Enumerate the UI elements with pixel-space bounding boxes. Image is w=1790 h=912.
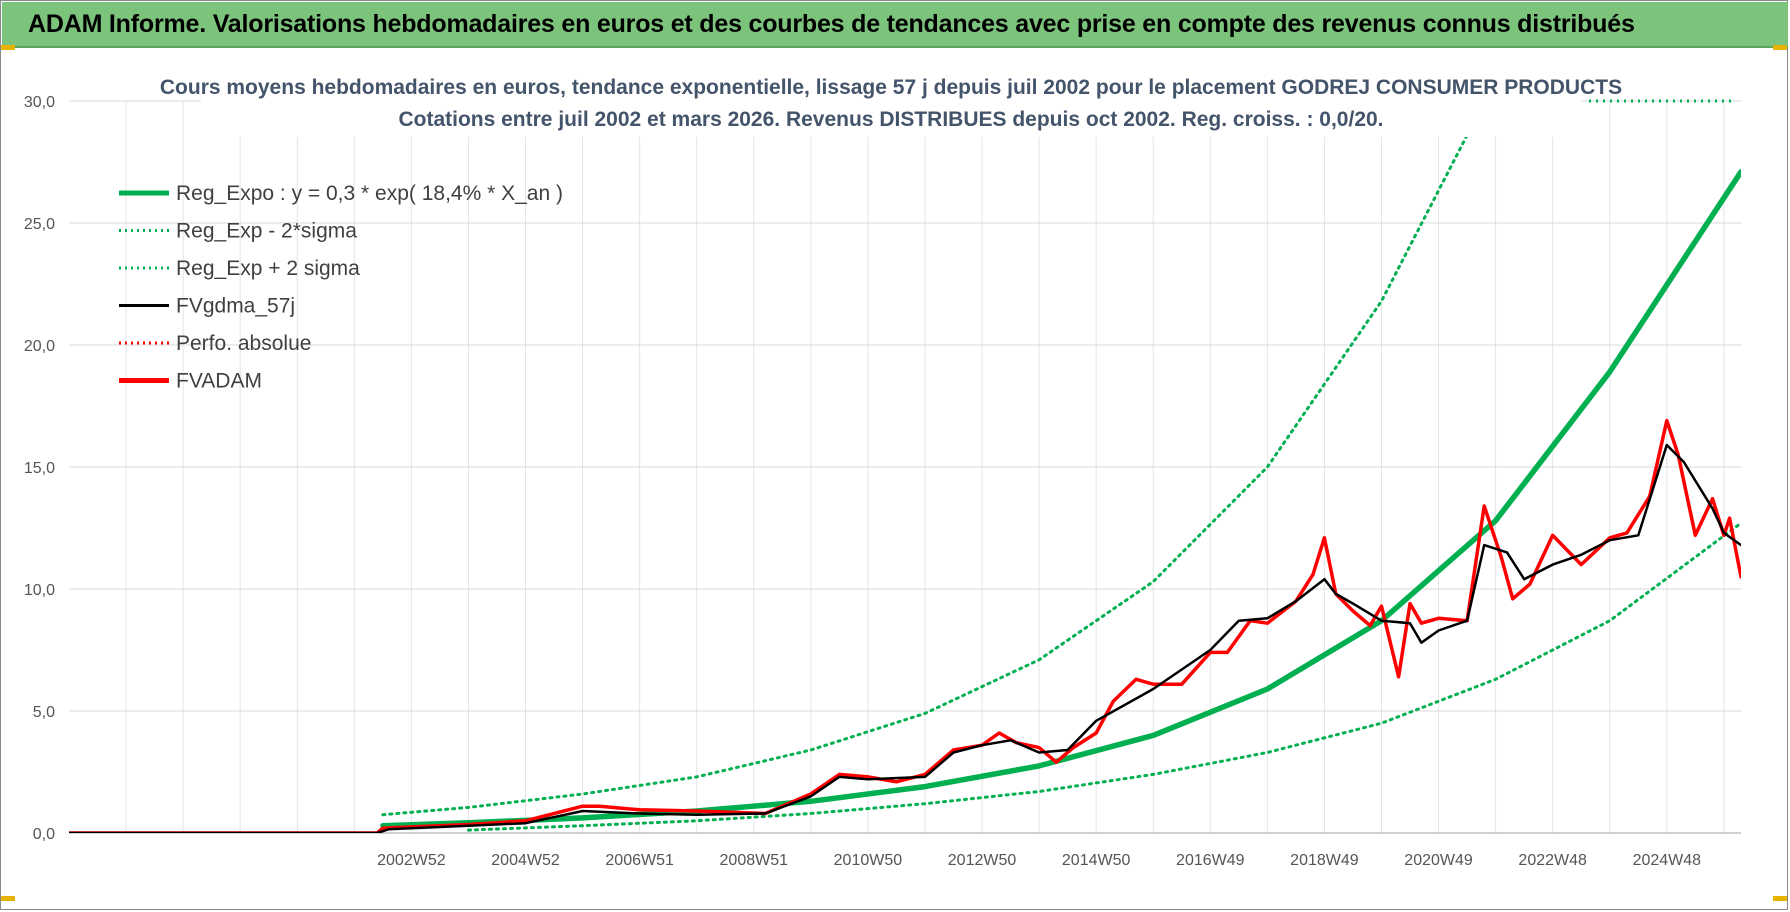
y-tick-label: 30,0 <box>24 94 55 111</box>
y-tick-label: 25,0 <box>24 216 55 233</box>
y-tick-label: 20,0 <box>24 338 55 355</box>
x-tick-label: 2016W49 <box>1176 852 1245 869</box>
x-tick-label: 2002W52 <box>377 852 446 869</box>
legend-label: Reg_Expo : y = 0,3 * exp( 18,4% * X_an ) <box>176 182 563 205</box>
y-tick-label: 15,0 <box>24 460 55 477</box>
y-tick-label: 0,0 <box>33 826 55 843</box>
corner-mark <box>1 896 15 901</box>
chart-title-line2: Cotations entre juil 2002 et mars 2026. … <box>398 108 1383 131</box>
x-tick-label: 2004W52 <box>491 852 560 869</box>
header-banner: ADAM Informe. Valorisations hebdomadaire… <box>2 2 1788 48</box>
chart-title: Cours moyens hebdomadaires en euros, ten… <box>160 67 1622 137</box>
chart-axes: 0,0 5,0 10,0 15,0 20,0 25,0 30,0 2002W52 2004W52… <box>24 94 1741 869</box>
chart-title-line1: Cours moyens hebdomadaires en euros, ten… <box>160 76 1622 99</box>
x-tick-label: 2012W50 <box>948 852 1017 869</box>
x-tick-label: 2006W51 <box>605 852 674 869</box>
legend-label: FVADAM <box>176 370 262 393</box>
corner-mark <box>1773 896 1787 901</box>
x-tick-label: 2010W50 <box>834 852 903 869</box>
series-line-reg-expo <box>380 169 1741 829</box>
x-tick-label: 2008W51 <box>720 852 789 869</box>
legend-label: Perfo. absolue <box>176 332 311 355</box>
chart-series <box>69 99 1741 833</box>
chart-legend: Reg_Expo : y = 0,3 * exp( 18,4% * X_an )… <box>119 182 563 393</box>
page-title: ADAM Informe. Valorisations hebdomadaire… <box>28 10 1635 38</box>
series-line-reg-exp-2-sigma <box>381 133 1469 817</box>
legend-label: FVgdma_57j <box>176 295 295 318</box>
y-tick-label: 5,0 <box>33 704 55 721</box>
x-tick-label: 2022W48 <box>1518 852 1587 869</box>
legend-label: Reg_Exp - 2*sigma <box>176 220 357 243</box>
x-tick-label: 2024W48 <box>1633 852 1702 869</box>
x-tick-label: 2018W49 <box>1290 852 1359 869</box>
chart-grid <box>69 100 1741 834</box>
series-line-fvgdma-57j <box>69 443 1741 833</box>
y-tick-label: 10,0 <box>24 582 55 599</box>
legend-label: Reg_Exp + 2 sigma <box>176 257 360 280</box>
corner-mark <box>1773 45 1787 50</box>
x-tick-label: 2020W49 <box>1404 852 1473 869</box>
x-tick-label: 2014W50 <box>1062 852 1131 869</box>
corner-mark <box>1 45 15 50</box>
series-line-fvadam <box>69 418 1741 833</box>
series-line-reg-exp-2-sigma <box>467 521 1741 832</box>
